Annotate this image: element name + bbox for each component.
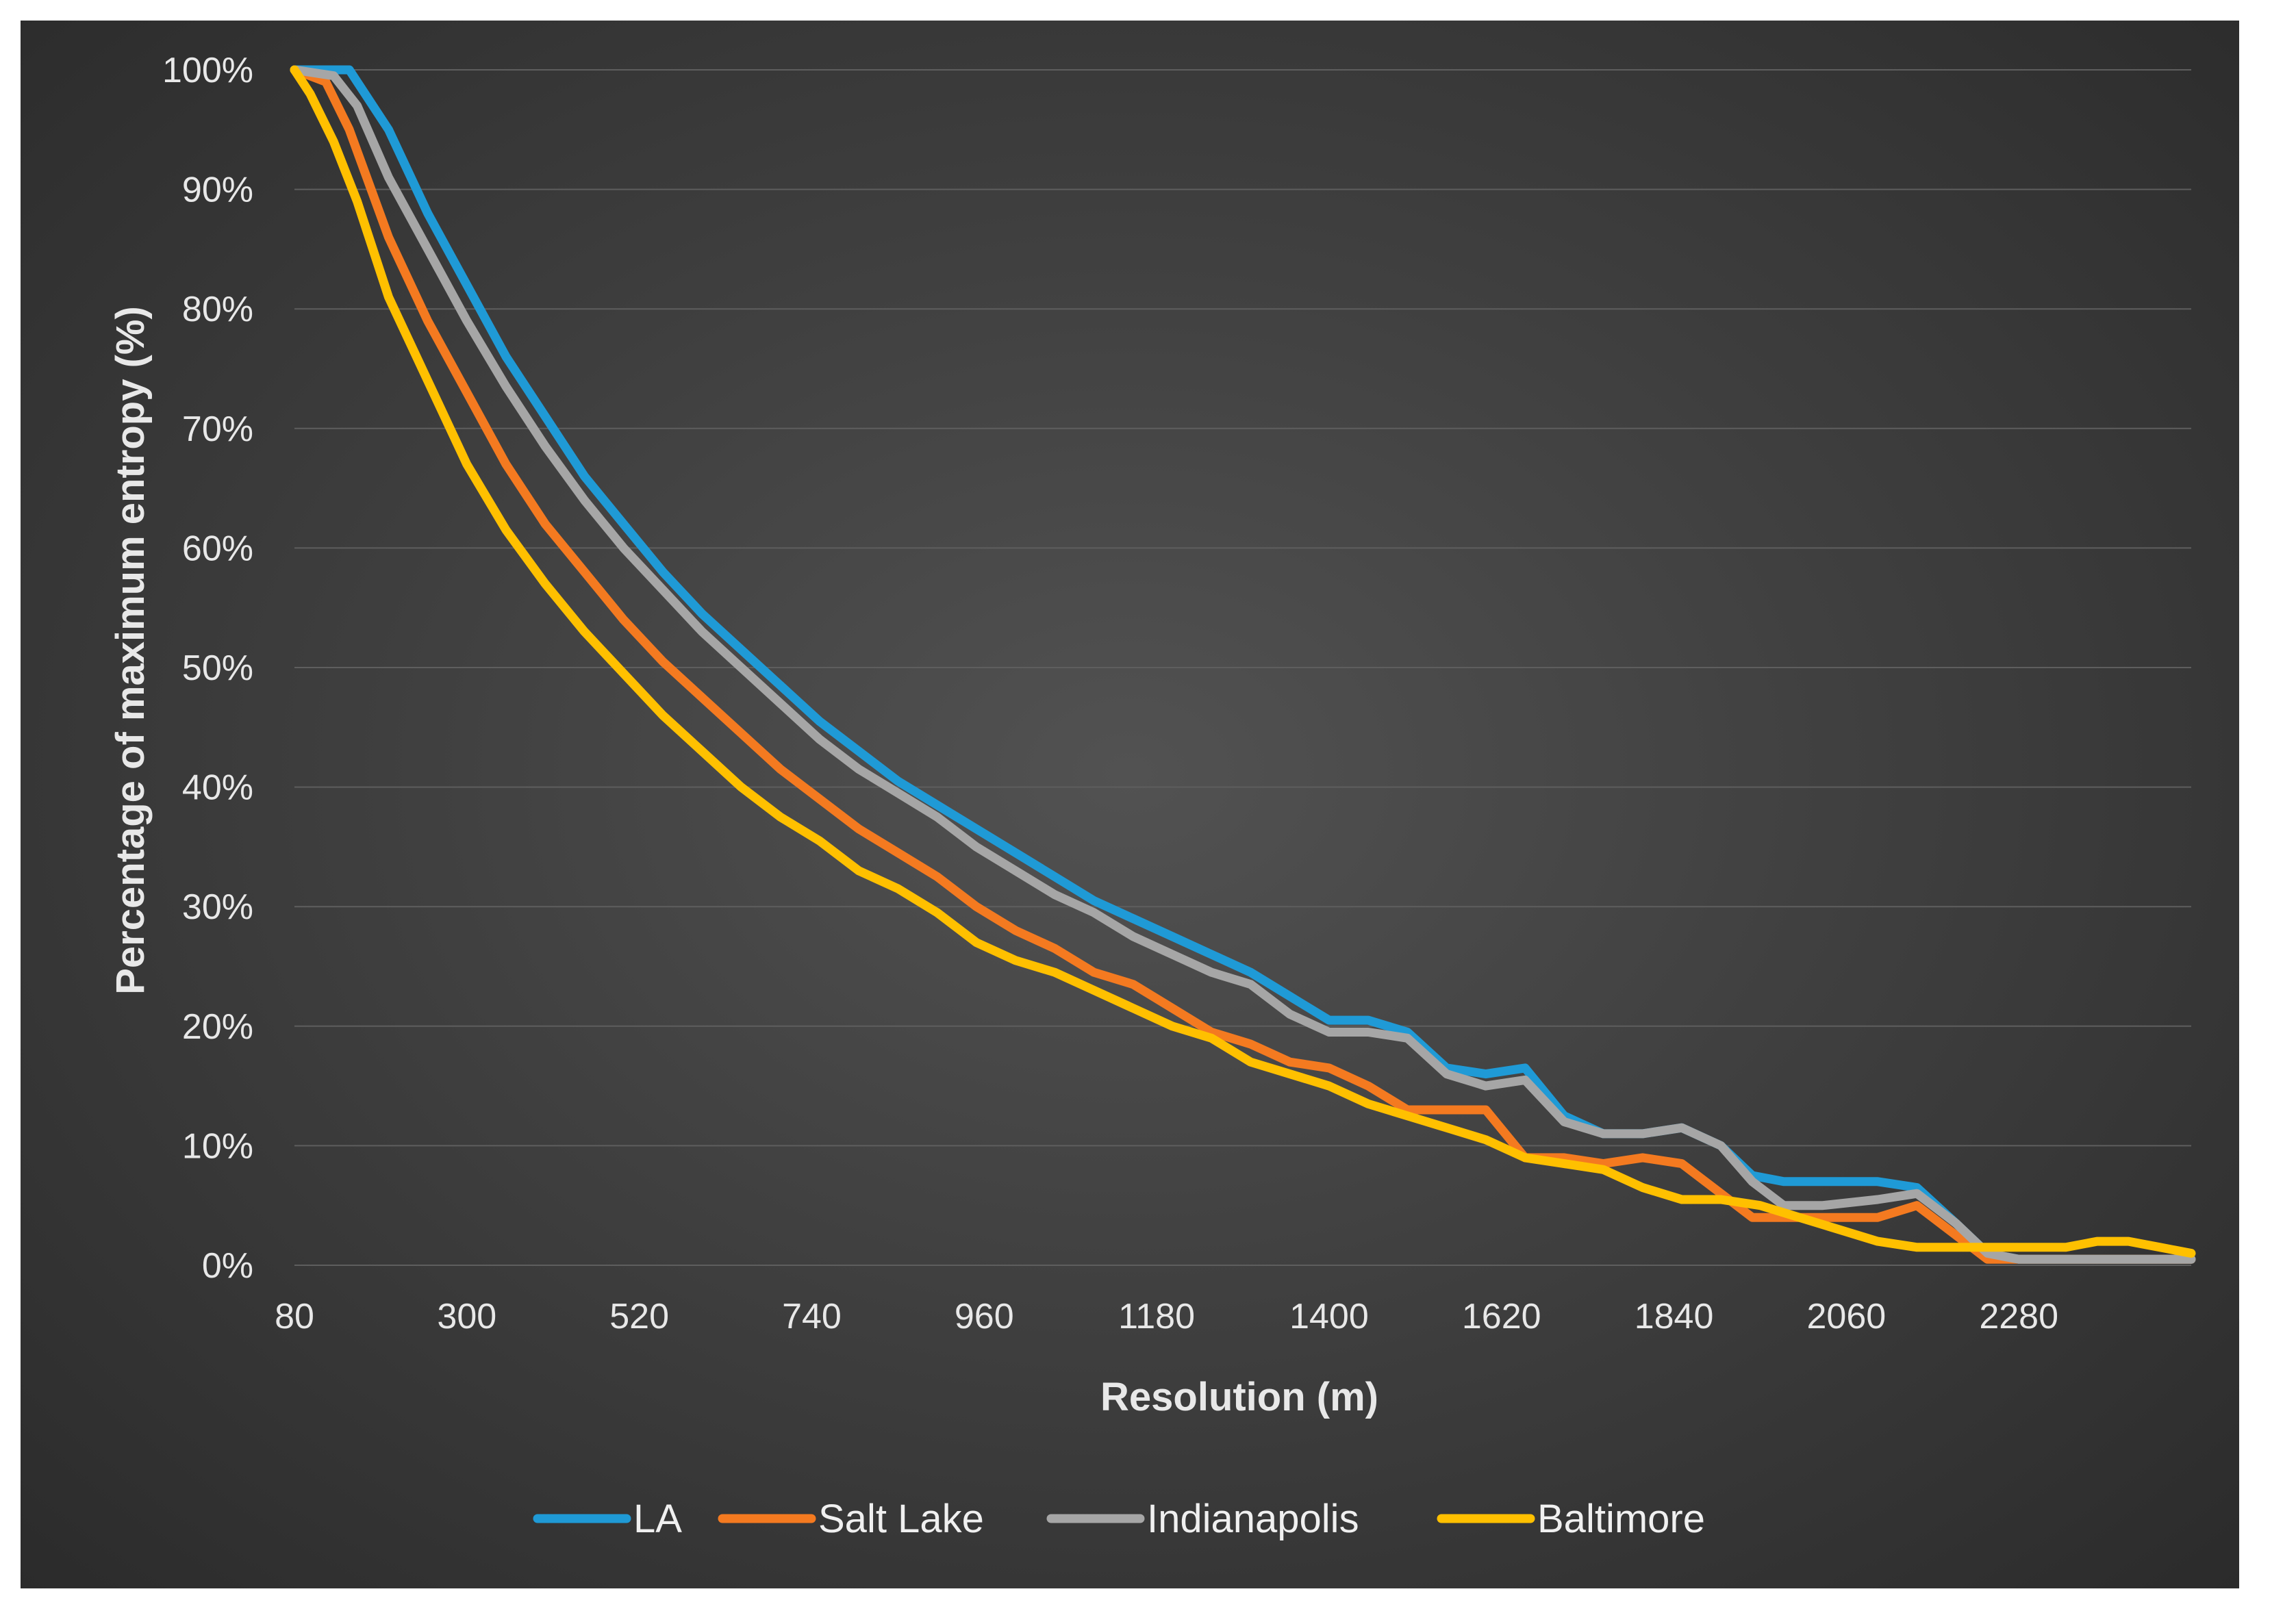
series-line-baltimore [290, 65, 2196, 1258]
y-tick-label: 20% [182, 1007, 253, 1047]
grid-layer [294, 69, 2191, 1266]
legend-item-la: LA [533, 1497, 682, 1541]
x-axis-tick-labels: 80 300 520 740 960 1180 1400 1620 1840 2060 2280 [275, 1297, 2058, 1336]
legend-label-baltimore: Baltimore [1537, 1497, 1705, 1541]
y-tick-label: 100% [162, 51, 253, 90]
y-tick-label: 90% [182, 170, 253, 210]
legend-label-la: LA [633, 1497, 682, 1541]
series-layer [290, 65, 2196, 1264]
chart-svg: 0% 10% 20% 30% 40% 50% 60% 70% 80% 90% 100% 80 300 5… [108, 51, 2196, 1541]
x-tick-label: 740 [782, 1297, 842, 1336]
y-axis-tick-labels: 0% 10% 20% 30% 40% 50% 60% 70% 80% 90% 100% [162, 51, 253, 1286]
series-line-la [290, 65, 2196, 1264]
x-tick-label: 80 [275, 1297, 314, 1336]
x-tick-label: 2280 [1979, 1297, 2058, 1336]
series-line-indianapolis [290, 65, 2196, 1264]
y-tick-label: 80% [182, 290, 253, 329]
legend-item-salt-lake: Salt Lake [718, 1497, 984, 1541]
x-tick-label: 1620 [1462, 1297, 1541, 1336]
y-tick-label: 50% [182, 648, 253, 688]
legend-label-salt-lake: Salt Lake [818, 1497, 984, 1541]
x-tick-label: 300 [437, 1297, 496, 1336]
y-tick-label: 10% [182, 1126, 253, 1166]
chart-frame: 0% 10% 20% 30% 40% 50% 60% 70% 80% 90% 100% 80 300 5… [21, 21, 2239, 1588]
x-tick-label: 1400 [1289, 1297, 1369, 1336]
legend-label-indianapolis: Indianapolis [1147, 1497, 1359, 1541]
series-line-salt-lake [290, 65, 2196, 1264]
legend-item-baltimore: Baltimore [1437, 1497, 1705, 1541]
y-tick-label: 40% [182, 768, 253, 808]
y-tick-label: 0% [202, 1246, 253, 1286]
y-tick-label: 70% [182, 409, 253, 449]
x-tick-label: 1840 [1635, 1297, 1714, 1336]
x-tick-label: 1180 [1118, 1297, 1195, 1336]
legend: LA Salt Lake Indianapolis Baltimore [533, 1497, 1705, 1541]
y-tick-label: 30% [182, 887, 253, 927]
x-tick-label: 2060 [1807, 1297, 1887, 1336]
x-axis-title: Resolution (m) [1100, 1375, 1378, 1419]
x-tick-label: 520 [609, 1297, 669, 1336]
y-tick-label: 60% [182, 529, 253, 568]
y-axis-title: Percentage of maximum entropy (%) [108, 306, 153, 995]
x-tick-label: 960 [955, 1297, 1014, 1336]
legend-item-indianapolis: Indianapolis [1046, 1497, 1359, 1541]
